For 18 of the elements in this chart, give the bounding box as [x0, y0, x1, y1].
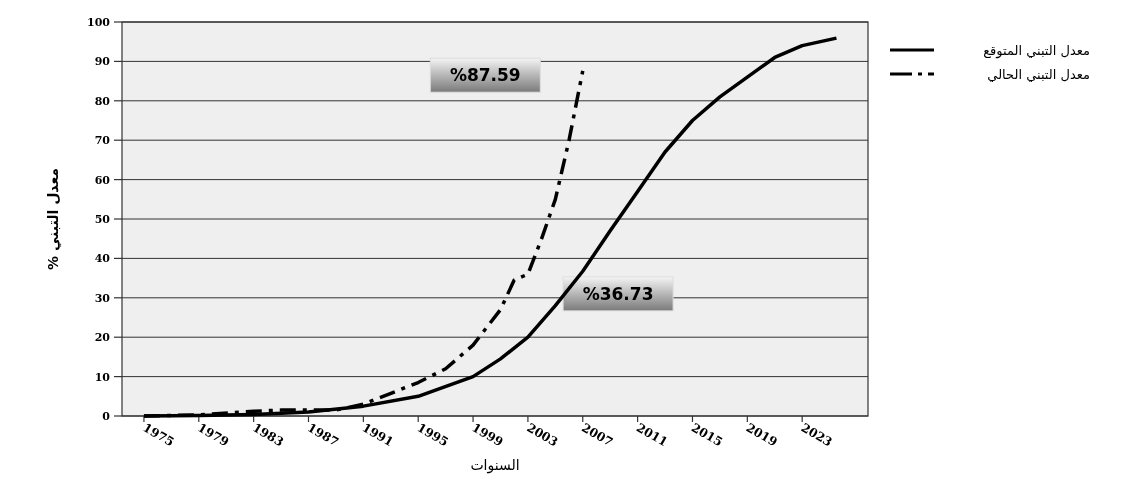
text: معدل التبني الحالي [987, 67, 1090, 82]
x-tick-label: 1987 [305, 420, 341, 450]
y-axis-title: معدل التبني % [45, 168, 62, 270]
y-tick-label: 50 [94, 213, 111, 226]
annotation: %36.73 [582, 283, 654, 304]
text: معدل التبني المتوقع [983, 43, 1090, 59]
y-tick-label: 70 [94, 134, 111, 148]
x-axis-title: السنوات [470, 457, 520, 474]
y-tick-label: 40 [94, 252, 111, 266]
y-tick-label: 20 [94, 331, 111, 345]
y-tick-label: 100 [87, 16, 111, 29]
y-tick-label: 90 [94, 55, 111, 69]
y-tick-label: 0 [102, 410, 111, 423]
y-tick-label: 60 [94, 173, 111, 187]
y-tick-label: 10 [94, 370, 111, 384]
annotation: %87.59 [449, 65, 521, 86]
y-tick-label: 80 [94, 94, 111, 108]
y-tick-label: 30 [94, 291, 111, 305]
